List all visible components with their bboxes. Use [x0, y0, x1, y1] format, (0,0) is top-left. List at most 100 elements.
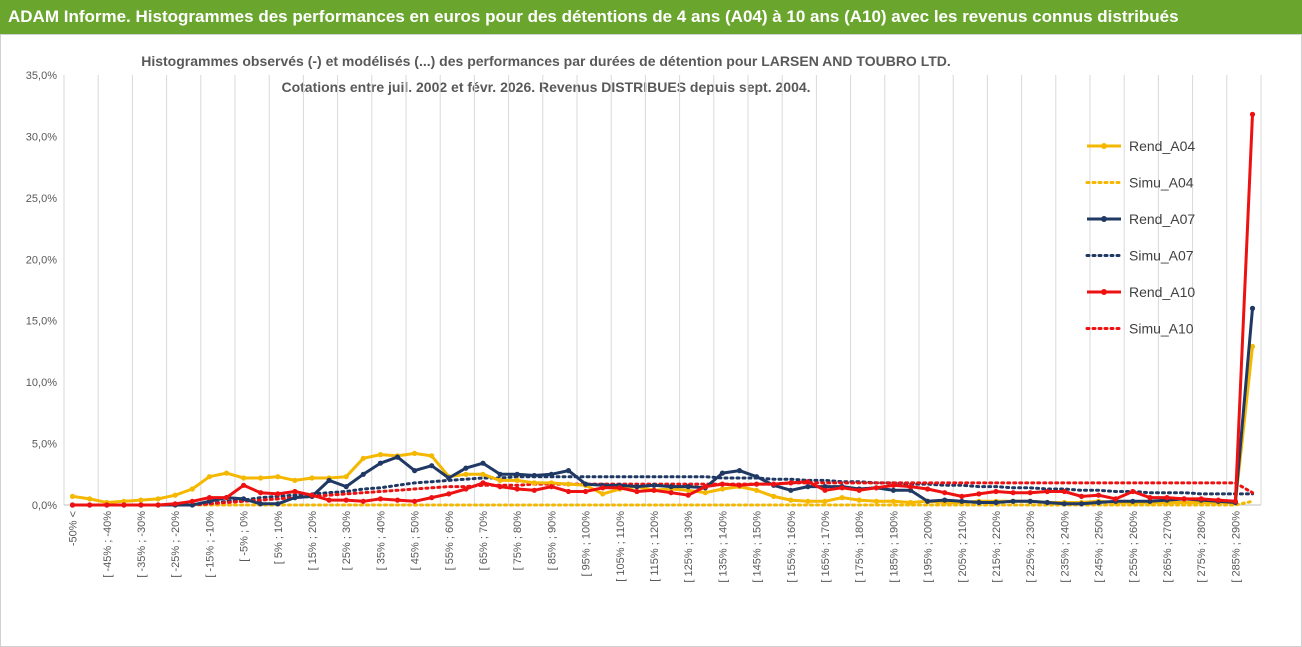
- x-tick-label: [ 165% ; 170%: [820, 511, 832, 583]
- data-point: [1147, 495, 1153, 501]
- data-point: [514, 471, 520, 477]
- data-point: [856, 497, 862, 503]
- y-tick-label: 0,0%: [32, 500, 57, 512]
- data-point: [668, 490, 674, 496]
- data-point: [1181, 499, 1187, 506]
- data-point: [890, 482, 897, 488]
- data-point: [788, 480, 794, 486]
- x-tick-label: [ -35% ; -30%: [136, 511, 148, 578]
- x-tick-label: [ 285% ; 290%: [1230, 511, 1242, 583]
- data-point: [634, 484, 640, 490]
- data-point: [942, 497, 948, 503]
- data-point: [275, 474, 281, 480]
- x-tick-label: [ 155% ; 160%: [786, 511, 798, 583]
- data-point: [172, 492, 178, 498]
- data-point: [275, 491, 281, 497]
- data-point: [565, 488, 572, 495]
- data-point: [890, 487, 897, 493]
- data-point: [514, 477, 520, 483]
- y-tick-label: 35,0%: [26, 70, 57, 82]
- data-point: [189, 486, 195, 492]
- x-tick-label: [ -15% ; -10%: [204, 511, 216, 578]
- data-point: [907, 487, 914, 493]
- data-point: [292, 477, 298, 483]
- data-point: [138, 502, 144, 508]
- data-point: [873, 498, 879, 504]
- data-point: [890, 498, 897, 504]
- data-point: [788, 497, 794, 503]
- data-point: [429, 453, 435, 459]
- data-point: [1130, 488, 1136, 495]
- data-point: [258, 475, 264, 481]
- data-point: [412, 468, 418, 474]
- data-point: [189, 502, 195, 508]
- data-point: [942, 490, 948, 496]
- data-point: [155, 502, 161, 508]
- y-tick-label: 10,0%: [26, 377, 57, 389]
- data-point: [69, 493, 76, 499]
- x-tick-label: [ 15% ; 20%: [307, 511, 319, 571]
- data-point: [343, 474, 349, 480]
- data-point: [993, 488, 999, 495]
- data-point: [497, 484, 503, 490]
- data-point: [104, 502, 110, 508]
- x-tick-label: [ 245% ; 250%: [1094, 511, 1106, 583]
- data-point: [583, 481, 589, 487]
- data-point: [1198, 496, 1204, 502]
- grid-lines: [63, 75, 1262, 506]
- data-point: [1078, 501, 1085, 507]
- x-tick-label: [ 175% ; 180%: [854, 511, 866, 583]
- data-point: [805, 484, 811, 490]
- series-lines: [69, 111, 1256, 508]
- data-point: [719, 481, 726, 487]
- data-point: [87, 496, 93, 502]
- data-point: [360, 455, 366, 461]
- data-point: [531, 472, 537, 479]
- data-point: [959, 493, 965, 499]
- legend-label: Rend_A04: [1129, 138, 1195, 154]
- data-point: [754, 481, 760, 487]
- data-point: [736, 468, 743, 474]
- data-point: [771, 493, 777, 499]
- data-point: [206, 498, 212, 504]
- data-point: [668, 484, 674, 490]
- data-point: [583, 488, 589, 495]
- data-point: [839, 495, 845, 501]
- data-point: [241, 482, 247, 488]
- data-point: [480, 480, 486, 486]
- data-point: [805, 498, 811, 504]
- data-point: [925, 486, 931, 492]
- data-point: [1249, 343, 1256, 350]
- chart-frame: Histogrammes observés (-) et modélisés (…: [0, 34, 1302, 647]
- data-point: [497, 477, 503, 483]
- data-point: [69, 502, 76, 508]
- x-tick-label: [ 25% ; 30%: [341, 511, 353, 571]
- data-point: [976, 499, 982, 506]
- data-point: [1181, 496, 1187, 502]
- data-point: [463, 486, 469, 492]
- data-point: [223, 495, 230, 501]
- data-point: [873, 485, 879, 491]
- data-point: [309, 475, 315, 481]
- chart-title-line1: Histogrammes observés (-) et modélisés (…: [141, 53, 951, 69]
- data-point: [1061, 488, 1067, 495]
- data-point: [446, 475, 452, 481]
- x-tick-label: [ 135% ; 140%: [717, 511, 729, 583]
- x-tick-label: [ 225% ; 230%: [1025, 511, 1037, 583]
- data-point: [429, 463, 435, 469]
- data-point: [275, 501, 281, 507]
- data-point: [788, 487, 794, 493]
- data-point: [600, 485, 606, 491]
- series-line-simu-a10: [71, 481, 1254, 507]
- data-point: [839, 485, 845, 491]
- data-point: [925, 498, 931, 504]
- data-point: [343, 484, 349, 490]
- data-point: [206, 474, 212, 480]
- data-point: [326, 477, 332, 483]
- legend-label: Rend_A07: [1129, 211, 1195, 227]
- data-point: [121, 502, 127, 508]
- data-point: [412, 450, 418, 456]
- data-point: [1164, 495, 1170, 501]
- data-point: [377, 452, 383, 458]
- data-point: [258, 490, 264, 496]
